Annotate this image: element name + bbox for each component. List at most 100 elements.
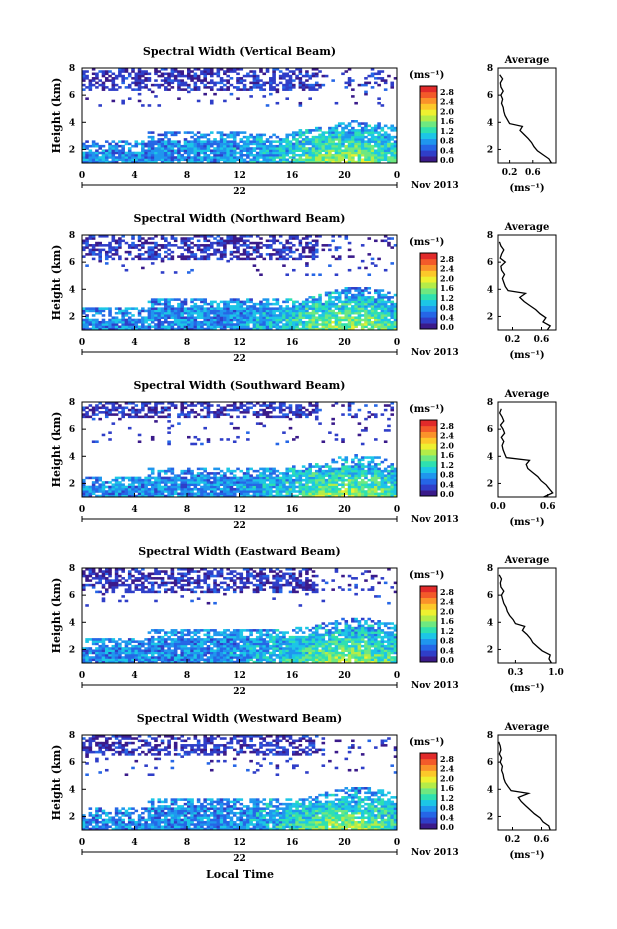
heatmap-cell [295, 472, 299, 475]
heatmap-cell [318, 158, 322, 162]
heatmap-cell [311, 481, 316, 484]
heatmap-cell [209, 88, 214, 91]
heatmap-cell [282, 74, 286, 78]
heatmap-cell [255, 83, 260, 87]
heatmap-cell [246, 314, 250, 317]
heatmap-cell [164, 494, 168, 498]
heatmap-cell [282, 404, 286, 407]
heatmap-cell [367, 305, 372, 308]
heatmap-cell [219, 147, 224, 150]
heatmap-cell [249, 406, 253, 410]
heatmap-cell [141, 257, 145, 261]
heatmap-cell [314, 411, 319, 414]
heatmap-cell [98, 490, 102, 493]
heatmap-cell [95, 253, 99, 256]
heatmap-cell [144, 476, 148, 480]
heatmap-cell [341, 133, 345, 137]
heatmap-cell [193, 160, 198, 164]
heatmap-cell [131, 160, 135, 164]
heatmap-cell [298, 77, 303, 80]
heatmap-cell [124, 250, 129, 254]
heatmap-cell [377, 77, 381, 80]
heatmap-cell [377, 133, 381, 137]
heatmap-cell [370, 469, 375, 473]
heatmap-cell [141, 142, 145, 146]
heatmap-cell [374, 320, 378, 324]
heatmap-cell [167, 244, 171, 247]
heatmap-cell [216, 74, 221, 78]
heatmap-cell [216, 320, 221, 324]
heatmap-cell [209, 68, 214, 71]
heatmap-cell [131, 68, 135, 71]
heatmap-cell [288, 404, 293, 407]
heatmap-cell [334, 492, 339, 496]
heatmap-cell [196, 135, 201, 139]
heatmap-cell [275, 135, 280, 139]
heatmap-cell [269, 92, 273, 96]
heatmap-cell [111, 492, 116, 496]
panel-title: Spectral Width (Eastward Beam) [138, 545, 340, 558]
heatmap-cell [164, 147, 168, 150]
heatmap-cell [351, 415, 355, 419]
heatmap-cell [167, 248, 171, 252]
heatmap-cell [167, 311, 171, 315]
heatmap-cell [288, 469, 293, 473]
heatmap-cell [150, 255, 155, 258]
heatmap-cell [282, 144, 286, 148]
heatmap-cell [190, 314, 194, 317]
heatmap-cell [321, 325, 326, 329]
heatmap-cell [324, 487, 329, 491]
heatmap-cell [147, 149, 152, 152]
heatmap-cell [252, 492, 257, 496]
heatmap-cell [196, 438, 201, 441]
heatmap-cell [82, 320, 86, 324]
heatmap-cell [387, 133, 391, 137]
heatmap-cell [334, 478, 339, 482]
heatmap-cell [364, 404, 368, 407]
heatmap-cell [380, 135, 385, 139]
heatmap-cell [150, 408, 155, 412]
heatmap-cell [170, 235, 175, 238]
heatmap-cell [321, 131, 326, 134]
heatmap-cell [88, 235, 93, 238]
colorbar-tick-label: 2.4 [440, 431, 454, 441]
heatmap-cell [236, 255, 240, 258]
heatmap-cell [334, 257, 339, 261]
heatmap-cell [341, 131, 345, 134]
heatmap-cell [141, 244, 145, 247]
heatmap-cell [344, 483, 349, 486]
heatmap-cell [390, 262, 395, 265]
heatmap-cell [242, 492, 247, 496]
heatmap-cell [318, 144, 322, 148]
heatmap-cell [91, 153, 96, 157]
heatmap-cell [288, 74, 293, 78]
heatmap-cell [278, 487, 283, 491]
heatmap-cell [246, 300, 250, 304]
heatmap-cell [305, 474, 309, 477]
heatmap-cell [295, 257, 299, 261]
heatmap-cell [187, 72, 191, 76]
heatmap-cell [370, 140, 375, 143]
heatmap-cell [324, 305, 329, 308]
heatmap-cell [124, 160, 129, 164]
heatmap-cell [337, 456, 342, 459]
heatmap-cell [387, 147, 391, 150]
heatmap-cell [164, 246, 168, 249]
profile-y-tick-label: 6 [487, 91, 493, 101]
colorbar-segment [420, 425, 437, 432]
heatmap-cell [200, 316, 204, 319]
heatmap-cell [377, 160, 381, 164]
colorbar-segment [420, 466, 437, 473]
profile-y-tick-label: 2 [487, 312, 493, 322]
heatmap-cell [180, 406, 185, 410]
heatmap-cell [347, 151, 352, 155]
heatmap-cell [370, 485, 375, 489]
heatmap-cell [351, 327, 355, 331]
heatmap-cell [164, 149, 168, 152]
heatmap-cell [95, 327, 99, 331]
heatmap-cell [193, 318, 198, 322]
heatmap-cell [278, 314, 283, 317]
heatmap-cell [232, 487, 237, 491]
heatmap-cell [344, 70, 349, 73]
heatmap-cell [314, 158, 319, 162]
